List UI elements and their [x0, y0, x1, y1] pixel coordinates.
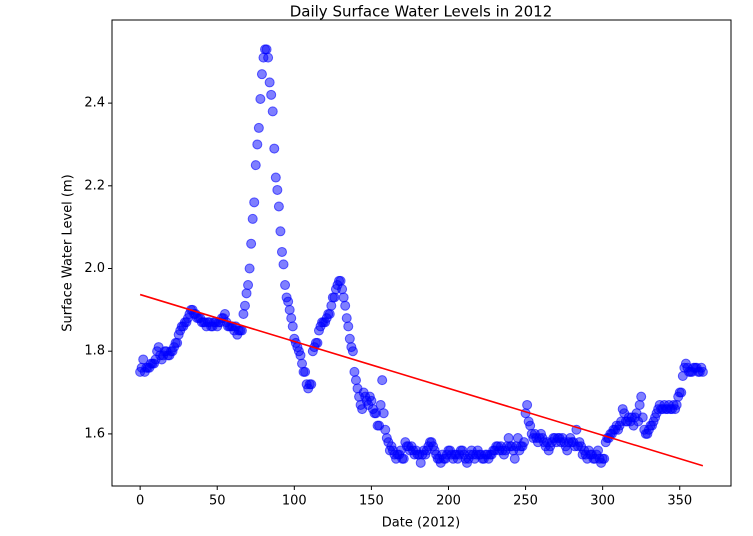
data-point — [341, 313, 352, 324]
data-point — [264, 77, 275, 88]
data-point — [326, 300, 337, 311]
data-point — [252, 139, 263, 150]
data-point — [519, 437, 530, 448]
data-point — [295, 350, 306, 361]
data-point — [509, 453, 520, 464]
data-point — [253, 122, 264, 133]
chart-title: Daily Surface Water Levels in 2012 — [290, 3, 553, 21]
data-point — [239, 300, 250, 311]
x-tick-label: 250 — [513, 494, 538, 509]
data-point — [269, 143, 280, 154]
y-tick-label: 2.4 — [84, 96, 105, 111]
x-tick-label: 0 — [136, 494, 144, 509]
data-point — [306, 379, 317, 390]
data-point — [250, 160, 261, 171]
plot-area — [135, 44, 708, 468]
x-axis-label: Date (2012) — [382, 516, 460, 531]
data-point — [636, 391, 647, 402]
data-point — [286, 313, 297, 324]
data-point — [337, 284, 348, 295]
data-point — [350, 375, 361, 386]
x-tick-label: 50 — [209, 494, 226, 509]
data-point — [349, 366, 360, 377]
data-point — [599, 453, 610, 464]
data-point — [246, 238, 257, 249]
data-point — [503, 433, 514, 444]
data-point — [377, 375, 388, 386]
x-tick-label: 300 — [590, 494, 615, 509]
y-tick-label: 2.0 — [84, 261, 105, 276]
data-point — [697, 366, 708, 377]
x-tick-label: 100 — [282, 494, 307, 509]
data-point — [338, 292, 349, 303]
data-point — [671, 399, 682, 410]
data-point — [243, 280, 254, 291]
data-point — [272, 184, 283, 195]
data-point — [247, 213, 258, 224]
data-point — [676, 387, 687, 398]
data-point — [335, 275, 346, 286]
data-point — [375, 399, 386, 410]
data-point — [525, 420, 536, 431]
data-point — [263, 52, 274, 63]
data-point — [343, 321, 354, 332]
data-point — [297, 358, 308, 369]
data-point — [238, 308, 249, 319]
data-point — [347, 346, 358, 357]
data-point — [329, 292, 340, 303]
data-point — [344, 333, 355, 344]
data-point — [219, 308, 230, 319]
x-tick-label: 200 — [436, 494, 461, 509]
data-point — [266, 89, 277, 100]
axes-frame — [111, 19, 732, 487]
data-point — [634, 399, 645, 410]
data-point — [283, 296, 294, 307]
data-point — [312, 337, 323, 348]
data-point — [278, 259, 289, 270]
x-tick-label: 150 — [359, 494, 384, 509]
data-point — [273, 201, 284, 212]
y-tick-label: 1.8 — [84, 344, 105, 359]
y-axis-label: Surface Water Level (m) — [61, 174, 76, 331]
data-point — [593, 445, 604, 456]
data-point — [276, 246, 287, 257]
data-point — [261, 44, 272, 55]
data-point — [378, 408, 389, 419]
data-point — [249, 197, 260, 208]
data-point — [255, 93, 266, 104]
data-point — [300, 366, 311, 377]
data-point — [275, 226, 286, 237]
data-point — [324, 308, 335, 319]
data-point — [340, 300, 351, 311]
data-point — [236, 325, 247, 336]
data-point — [522, 399, 533, 410]
data-point — [241, 288, 252, 299]
data-point — [398, 453, 409, 464]
data-point — [366, 395, 377, 406]
x-tick-label: 350 — [667, 494, 692, 509]
data-point — [415, 457, 426, 468]
data-point — [267, 106, 278, 117]
data-point — [380, 424, 391, 435]
data-point — [287, 321, 298, 332]
data-point — [172, 337, 183, 348]
data-point — [284, 304, 295, 315]
trend-line — [139, 293, 704, 467]
data-point — [244, 263, 255, 274]
data-point — [270, 172, 281, 183]
data-point — [280, 280, 291, 291]
y-tick-label: 1.6 — [84, 426, 105, 441]
y-tick-label: 2.2 — [84, 178, 105, 193]
data-point — [637, 412, 648, 423]
data-point — [256, 69, 267, 80]
